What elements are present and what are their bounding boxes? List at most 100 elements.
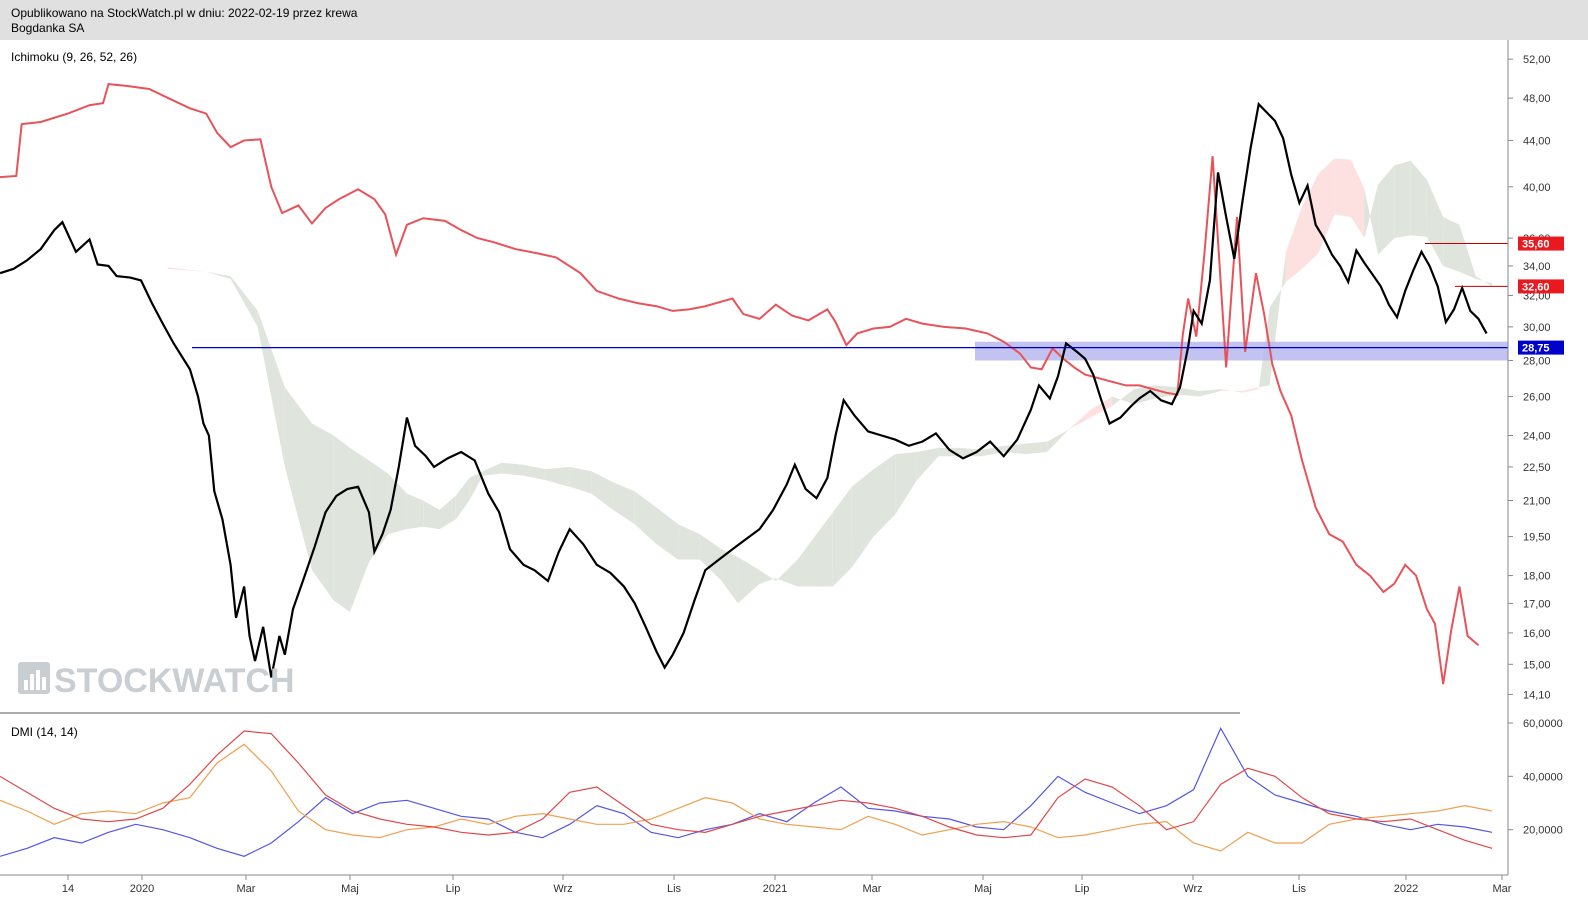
y-tick-label: 15,00	[1523, 659, 1551, 671]
price-line	[0, 101, 1488, 678]
cloud-segment	[1177, 387, 1200, 397]
chart-header: Opublikowano na StockWatch.pl w dniu: 20…	[0, 0, 1588, 40]
cloud-segment	[895, 452, 917, 515]
y-tick-label: 48,00	[1523, 93, 1551, 105]
cloud-segment	[737, 556, 760, 604]
cloud-segment	[851, 469, 874, 568]
ichimoku-cloud	[168, 158, 1492, 613]
ichimoku-panel[interactable]: 52,0048,0044,0040,0036,0034,0032,0030,00…	[0, 40, 1564, 875]
y-tick-label: 26,00	[1523, 392, 1551, 404]
logo-bar-icon	[24, 680, 28, 690]
price-tag	[1518, 236, 1564, 251]
cloud-segment	[455, 477, 470, 520]
cloud-segment	[423, 500, 440, 530]
cloud-segment	[613, 482, 635, 525]
dmi-y-tick-label: 20,0000	[1523, 825, 1563, 837]
y-tick-label: 24,00	[1523, 431, 1551, 443]
y-tick-label: 22,50	[1523, 462, 1551, 474]
price-tag	[1518, 340, 1564, 355]
x-tick-label: Mar	[237, 883, 256, 895]
ichimoku-label: Ichimoku (9, 26, 52, 26)	[11, 50, 137, 64]
stockwatch-logo: STOCKWATCH	[18, 662, 295, 700]
x-tick-label: 2020	[130, 883, 154, 895]
x-tick-label: 14	[62, 883, 74, 895]
dmi-panel[interactable]: 60,0000 40,0000 20,0000	[0, 718, 1563, 857]
price-tags: 35,60 32,60 28,75	[1518, 236, 1564, 355]
cloud-segment	[916, 447, 939, 481]
cloud-segment	[699, 534, 722, 581]
y-tick-label: 32,00	[1523, 290, 1551, 302]
cloud-segment	[1199, 389, 1221, 397]
cloud-segment	[523, 464, 546, 481]
cloud-segment	[1350, 159, 1365, 239]
x-tick-label: Lis	[667, 883, 682, 895]
y-tick-label: 28,00	[1523, 355, 1551, 367]
y-tick-label: 21,00	[1523, 496, 1551, 508]
cloud-segment	[1258, 307, 1270, 390]
cloud-segment	[1112, 389, 1134, 406]
cloud-segment	[816, 512, 833, 587]
cloud-segment	[1269, 251, 1286, 386]
cloud-segment	[333, 435, 350, 613]
dmi_plus-line	[0, 726, 1493, 857]
chart-area[interactable]: 52,0048,0044,0040,0036,0034,0032,0030,00…	[0, 40, 1588, 905]
cloud-segment	[206, 271, 231, 280]
cloud-segment	[284, 387, 312, 571]
y-tick-label: 44,00	[1523, 135, 1551, 147]
x-tick-label: Maj	[974, 883, 992, 895]
time-axis[interactable]: 14 2020 Mar Maj Lip Wrz Lis 2021 Mar Maj Lip Wrz Lis…	[0, 874, 1512, 895]
y-tick-label: 30,00	[1523, 322, 1551, 334]
cloud-segment	[1090, 396, 1113, 418]
cloud-segment	[832, 486, 852, 587]
y-tick-label: 14,10	[1523, 689, 1551, 701]
cloud-segment	[1378, 165, 1395, 255]
cloud-segment	[257, 310, 285, 467]
price-tag-label: 28,75	[1522, 343, 1550, 355]
dmi-label: DMI (14, 14)	[11, 725, 78, 739]
price-tag-label: 32,60	[1522, 281, 1550, 293]
cloud-segment	[1302, 173, 1319, 269]
x-tick-label: Wrz	[553, 883, 572, 895]
y-tick-label: 40,00	[1523, 182, 1551, 194]
dmi-y-tick-label: 40,0000	[1523, 771, 1563, 783]
published-info: Opublikowano na StockWatch.pl w dniu: 20…	[11, 6, 358, 20]
y-tick-label: 34,00	[1523, 261, 1551, 273]
price-tag	[1518, 279, 1564, 294]
cloud-segment	[1334, 158, 1351, 217]
cloud-segment	[873, 454, 896, 537]
red-indicator-line	[0, 82, 1480, 685]
cloud-segment	[1394, 160, 1411, 239]
adx-line	[0, 730, 1493, 849]
cloud-segment	[1443, 216, 1460, 272]
cloud-segment	[656, 507, 679, 560]
cloud-segment	[982, 445, 1004, 457]
cloud-segment	[1318, 158, 1335, 254]
x-tick-label: Maj	[341, 883, 359, 895]
cloud-segment	[406, 493, 424, 530]
dmi-y-tick-label: 60,0000	[1523, 718, 1563, 730]
price-close-path	[0, 101, 1488, 678]
cloud-segment	[569, 466, 592, 494]
cloud-segment	[960, 447, 983, 457]
cloud-segment	[1426, 179, 1444, 266]
horizontal-levels	[192, 243, 1508, 349]
cloud-segment	[1003, 443, 1026, 455]
price-axis[interactable]: 52,0048,0044,0040,0036,0034,0032,0030,00…	[1508, 54, 1551, 701]
dmi-axis[interactable]: 60,0000 40,0000 20,0000	[1508, 718, 1563, 837]
logo-bar-icon	[36, 670, 40, 690]
x-tick-label: Lip	[1075, 883, 1090, 895]
cloud-segment	[230, 276, 258, 327]
red-line-path	[0, 82, 1480, 685]
cloud-segment	[634, 491, 657, 545]
cloud-segment	[1475, 276, 1492, 287]
cloud-segment	[311, 423, 334, 601]
x-tick-label: 2021	[763, 883, 787, 895]
price-tag-label: 35,60	[1522, 239, 1550, 251]
cloud-segment	[1025, 441, 1048, 455]
cloud-segment	[501, 462, 524, 476]
watermark-text: STOCKWATCH	[54, 662, 295, 700]
cloud-segment	[1410, 160, 1427, 237]
x-tick-label: Mar	[1493, 883, 1512, 895]
cloud-segment	[1285, 206, 1303, 282]
cloud-segment	[1364, 184, 1379, 255]
